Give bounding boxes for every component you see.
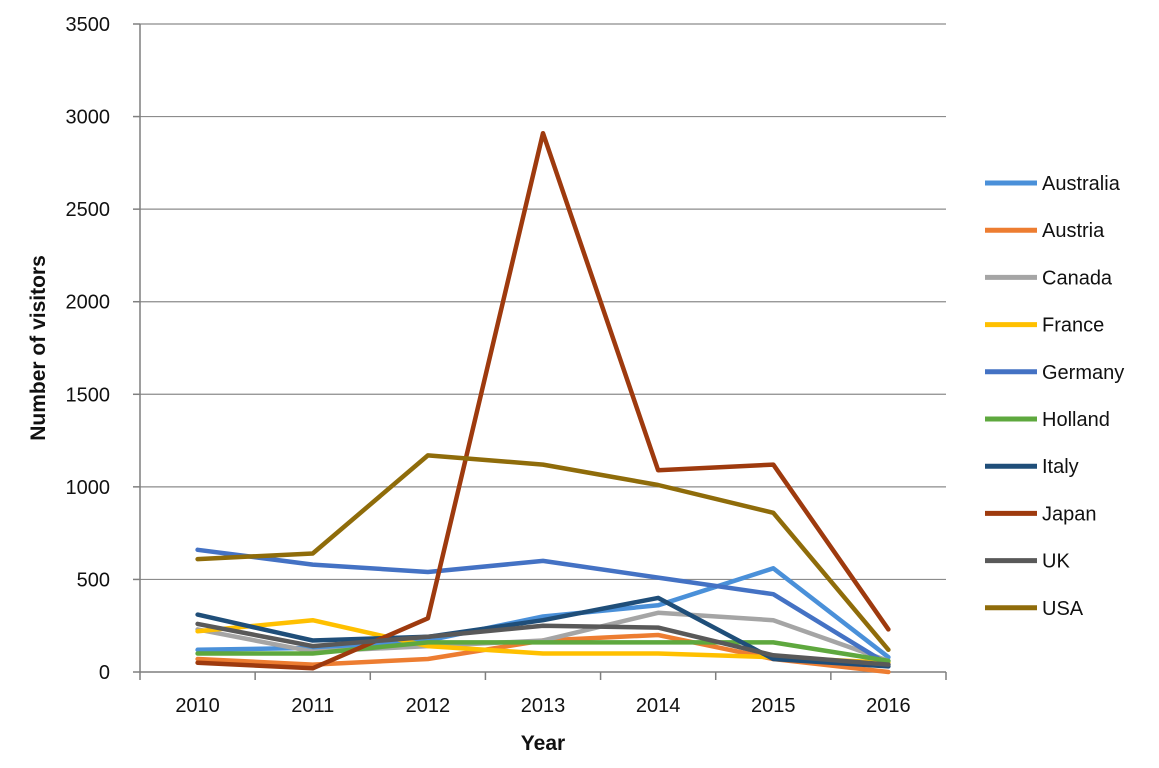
legend-label-usa: USA <box>1042 598 1084 620</box>
axes <box>133 23 947 680</box>
y-tick-label: 1500 <box>66 384 111 406</box>
y-tick-label: 500 <box>77 569 110 591</box>
series-line-germany <box>195 547 891 667</box>
x-tick-label: 2014 <box>636 695 681 717</box>
x-tick-label: 2011 <box>291 695 334 717</box>
series-line-holland <box>195 640 891 664</box>
legend-label-germany: Germany <box>1042 362 1124 384</box>
legend-label-holland: Holland <box>1042 409 1110 431</box>
legend: Australia Austria Canada France Germany Holla… <box>985 173 1124 620</box>
y-axis-title: Number of visitors <box>27 255 50 441</box>
series-line-italy <box>195 595 891 669</box>
series-lines <box>195 130 891 675</box>
y-tick-label: 3000 <box>66 107 111 129</box>
y-tick-label: 2500 <box>66 199 111 221</box>
x-tick-label: 2016 <box>866 695 911 717</box>
series-line-uk <box>195 621 891 667</box>
legend-label-italy: Italy <box>1042 456 1079 478</box>
legend-label-australia: Australia <box>1042 173 1121 195</box>
legend-label-japan: Japan <box>1042 503 1097 525</box>
y-tick-label: 3500 <box>66 14 111 36</box>
x-tick-label: 2012 <box>406 695 451 717</box>
legend-label-uk: UK <box>1042 551 1070 573</box>
gridlines <box>140 23 946 581</box>
series-line-usa <box>195 453 891 653</box>
x-tick-label: 2015 <box>751 695 796 717</box>
x-tick-label: 2013 <box>521 695 566 717</box>
legend-label-france: France <box>1042 315 1104 337</box>
series-line-japan <box>195 130 891 671</box>
legend-label-canada: Canada <box>1042 267 1113 289</box>
x-tick-label: 2010 <box>175 695 220 717</box>
legend-label-austria: Austria <box>1042 220 1105 242</box>
y-tick-label: 1000 <box>66 477 111 499</box>
y-tick-label: 2000 <box>66 292 111 314</box>
x-axis-title: Year <box>521 732 565 755</box>
y-tick-label: 0 <box>99 662 110 684</box>
tick-labels: 0 500 1000 1500 2000 2500 3000 3500 2010 2011 2012… <box>66 14 911 717</box>
